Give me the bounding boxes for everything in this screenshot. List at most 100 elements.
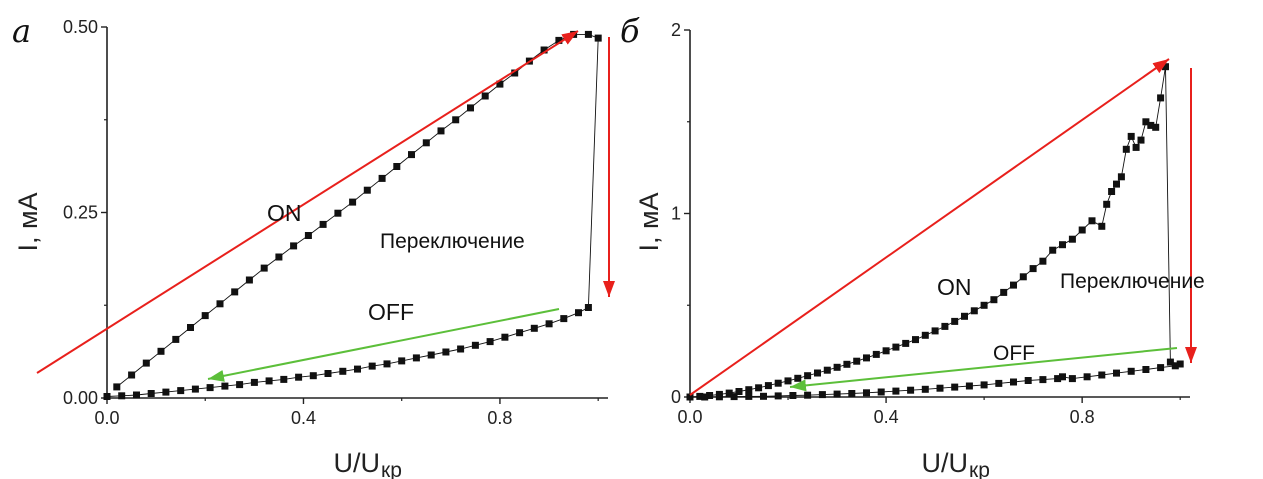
panel-a-data-point [393, 163, 401, 170]
panel-b-data-point [995, 379, 1003, 387]
panel-b-data-point [980, 301, 988, 309]
panel-a-data-point [378, 174, 386, 182]
panel-a-on-arrow [36, 30, 579, 374]
panel-a-switch-label: Переключение [380, 230, 525, 253]
panel-a-data-point [452, 116, 460, 124]
panel-b-data-point [863, 389, 870, 397]
panel-b-data-point [1054, 375, 1062, 383]
panel-b-data-point [892, 343, 900, 351]
panel-b-data-point [774, 379, 782, 387]
panel-b-data-point [706, 392, 714, 399]
panel-b-data-point [1068, 375, 1076, 383]
panel-b-data-point [1171, 362, 1179, 370]
panel-b-y-tick-label: 2 [671, 20, 681, 40]
panel-b-series-line [689, 66, 1182, 398]
panel-a-data-point [187, 324, 194, 331]
panel-b-y-tick-label: 0 [671, 387, 681, 407]
panel-b-data-point [1127, 367, 1135, 375]
panel-b-axes: 0.0 0.4 0.8 0 1 2 [671, 20, 1190, 427]
panel-b-data-point [1117, 173, 1125, 181]
panel-a-data-point [437, 127, 445, 135]
panel-b-data-point [1166, 358, 1174, 366]
panel-a: а I, мА U/U кр 0.0 0.4 0.80.000.250.50 ON … [12, 12, 615, 479]
panel-b-off-label: OFF [993, 342, 1035, 365]
panel-a-data-point [133, 391, 140, 399]
panel-b-data-point [735, 388, 743, 395]
panel-a-data-point [511, 69, 519, 77]
panel-a-data-point [309, 372, 317, 380]
panel-b-data-point [715, 393, 723, 401]
panel-a-data-point [427, 351, 435, 359]
panel-a-data-point [177, 387, 185, 395]
panel-b-data-point [1088, 217, 1096, 225]
panel-a-data-point [250, 378, 258, 386]
panel-b-data-point [789, 392, 797, 399]
panel-b-data-point [794, 374, 802, 382]
panel-a-data-point [575, 309, 582, 317]
panel-a-data-point [275, 253, 283, 261]
panel-b-data-point [1019, 273, 1027, 281]
panel-b-x-tick-label: 0.0 [677, 407, 702, 427]
panel-a-y-axis-label: I, мА [13, 192, 43, 251]
panel-a-data-point [231, 288, 239, 296]
panel-b-data-point [1113, 369, 1120, 377]
panel-a-data-point [496, 80, 504, 88]
panel-b-data-point [951, 317, 959, 325]
panel-b-data-point [696, 392, 704, 400]
panel-a-data-point [290, 242, 298, 250]
panel-a-data-point [467, 104, 474, 112]
panel-b-data-point [784, 377, 792, 385]
panel-b-data-point [921, 331, 929, 339]
panel-a-x-axis-label-subscript: кр [381, 459, 402, 479]
panel-a-label: а [12, 12, 31, 50]
panel-b-data-point [833, 363, 841, 371]
panel-a-data-point [349, 198, 357, 206]
panel-b-x-axis-label-subscript: кр [969, 459, 990, 479]
panel-b-switch-label: Переключение [1060, 270, 1205, 293]
panel-b-data-point [902, 339, 910, 347]
panel-a-data-point [295, 373, 303, 381]
panel-a-data-point [221, 382, 229, 390]
panel-b-data-point [990, 296, 998, 304]
panel-b-data-point [1137, 136, 1145, 144]
panel-a-data-point [147, 390, 155, 397]
panel-b-data-point [863, 354, 870, 362]
panel-a-data-point [398, 357, 406, 365]
panel-a-data-point [363, 186, 371, 194]
panel-a-data-point [481, 92, 489, 100]
panel-b-on-label: ON [937, 274, 972, 300]
panel-b-data-point [745, 386, 753, 394]
panel-b-data-point [1132, 143, 1140, 151]
panel-a-data-point [191, 385, 199, 393]
panel-a-data-point [422, 139, 430, 147]
panel-b-data-point [843, 360, 851, 368]
panel-a-data-point [113, 383, 121, 391]
panel-a-data-point [540, 46, 548, 54]
panel-a-data-point [584, 30, 592, 38]
panel-a-data-point [516, 329, 524, 337]
panel-a-data-point [354, 365, 361, 373]
panel-a-y-tick-label: 0.00 [63, 388, 98, 408]
panel-a-data-point [584, 304, 592, 311]
panel-b-data-point [1152, 123, 1160, 131]
panel-b-data-point [1010, 281, 1017, 289]
panel-b-data-point [804, 391, 812, 399]
panel-b-data-point [730, 393, 738, 401]
panel-a-series-line [106, 33, 599, 397]
panel-b-data-point [701, 393, 709, 401]
panel-b-data-point [970, 307, 978, 315]
panel-b: б I, мА U/U кр 0.0 0.4 0.8 0 1 2 ON OFF Перек… [620, 12, 1205, 479]
panel-a-data-point [216, 300, 224, 308]
panel-b-on-arrow [689, 58, 1170, 396]
panel-b-data-point [774, 392, 782, 400]
panel-a-data-point [118, 392, 126, 400]
panel-a-data-point [103, 393, 111, 400]
panel-a-y-tick-label: 0.25 [63, 203, 98, 223]
panel-a-data-point [560, 315, 568, 323]
panel-a-data-point [545, 320, 553, 328]
panel-b-data-point [1059, 241, 1066, 249]
panel-a-on-label: ON [267, 200, 302, 226]
panel-a-data-point [142, 359, 150, 367]
panel-b-data-point [1098, 371, 1106, 379]
